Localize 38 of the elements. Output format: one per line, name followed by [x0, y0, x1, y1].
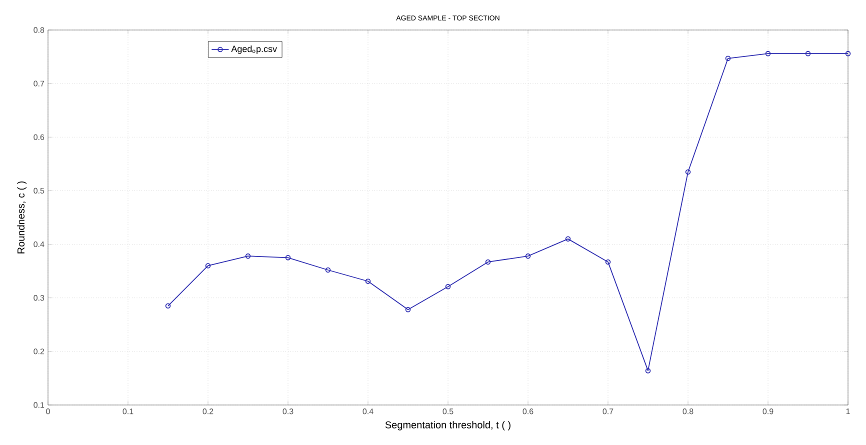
point: [405, 306, 411, 312]
x-tick-label: 0.8: [682, 408, 694, 414]
x-tick-label: 0.7: [602, 408, 614, 414]
point: [285, 255, 291, 260]
point: [245, 253, 251, 259]
point: [365, 278, 371, 284]
y-tick-label: 0.6: [34, 134, 44, 140]
x-tick-label: 0.5: [442, 408, 454, 414]
y-tick-label: 0.7: [34, 80, 44, 86]
x-tick-label: 0.2: [202, 408, 214, 414]
legend-label: Aged$_{o}$p.csv: [231, 45, 278, 54]
point: [205, 263, 211, 268]
point: [645, 368, 651, 374]
x-tick-label: 0: [46, 408, 50, 414]
point: [725, 56, 731, 62]
point: [565, 236, 571, 242]
y-tick-label: 0.4: [34, 241, 44, 248]
y-tick-label: 0.5: [34, 188, 44, 194]
x-axis-title: Segmentation threshold, t ( ): [385, 421, 510, 430]
point: [525, 253, 531, 259]
x-tick-label: 0.4: [362, 408, 374, 414]
point: [445, 284, 451, 290]
y-axis-title: Roundness, c ( ): [17, 181, 26, 254]
point: [765, 50, 771, 56]
x-tick-label: 0.6: [522, 408, 534, 414]
x-tick-label: 0.1: [122, 408, 134, 414]
point: [605, 259, 611, 265]
point: [685, 169, 691, 175]
y-tick-label: 0.2: [34, 348, 44, 354]
y-tick-label: 0.3: [34, 295, 44, 301]
point: [485, 259, 491, 265]
x-tick-label: 0.9: [762, 408, 774, 414]
x-tick-label: 1: [846, 408, 850, 414]
y-tick-label: 0.8: [34, 27, 44, 33]
point: [805, 50, 811, 56]
y-tick-label: 0.1: [34, 402, 44, 408]
point: [325, 267, 331, 273]
x-tick-label: 0.3: [282, 408, 294, 414]
